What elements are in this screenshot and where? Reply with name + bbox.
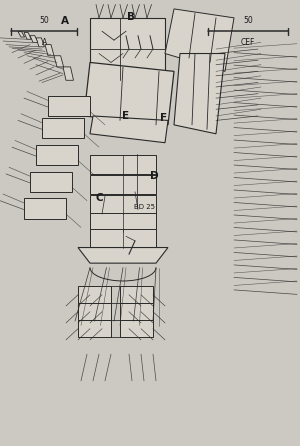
- Polygon shape: [90, 195, 156, 214]
- Polygon shape: [90, 229, 156, 248]
- Polygon shape: [48, 96, 90, 116]
- Polygon shape: [78, 286, 111, 303]
- Text: E: E: [122, 111, 130, 121]
- Text: A: A: [61, 17, 68, 26]
- Polygon shape: [90, 18, 165, 80]
- Polygon shape: [36, 38, 44, 47]
- Text: B: B: [127, 12, 134, 21]
- Polygon shape: [30, 172, 72, 192]
- Polygon shape: [18, 32, 25, 37]
- Text: 50: 50: [40, 16, 49, 25]
- Polygon shape: [90, 155, 156, 174]
- Text: C: C: [95, 194, 103, 203]
- Text: F: F: [160, 113, 167, 123]
- Polygon shape: [42, 118, 84, 138]
- Polygon shape: [78, 320, 111, 337]
- Polygon shape: [54, 56, 64, 67]
- Text: A: A: [42, 38, 47, 47]
- Polygon shape: [78, 303, 111, 320]
- Polygon shape: [24, 198, 66, 219]
- Polygon shape: [63, 67, 74, 80]
- Polygon shape: [90, 175, 156, 194]
- Polygon shape: [36, 145, 78, 165]
- Polygon shape: [84, 62, 174, 125]
- Polygon shape: [90, 213, 156, 232]
- Text: 50: 50: [243, 16, 253, 25]
- Polygon shape: [78, 248, 168, 263]
- Polygon shape: [45, 45, 54, 56]
- Polygon shape: [30, 36, 38, 42]
- Text: BD 25: BD 25: [134, 204, 154, 211]
- Polygon shape: [24, 33, 31, 39]
- Polygon shape: [165, 9, 234, 71]
- Text: D: D: [150, 171, 159, 181]
- Polygon shape: [120, 303, 153, 320]
- Text: CEF: CEF: [241, 38, 255, 47]
- Polygon shape: [120, 286, 153, 303]
- Polygon shape: [174, 54, 225, 134]
- Polygon shape: [120, 320, 153, 337]
- Polygon shape: [90, 116, 168, 143]
